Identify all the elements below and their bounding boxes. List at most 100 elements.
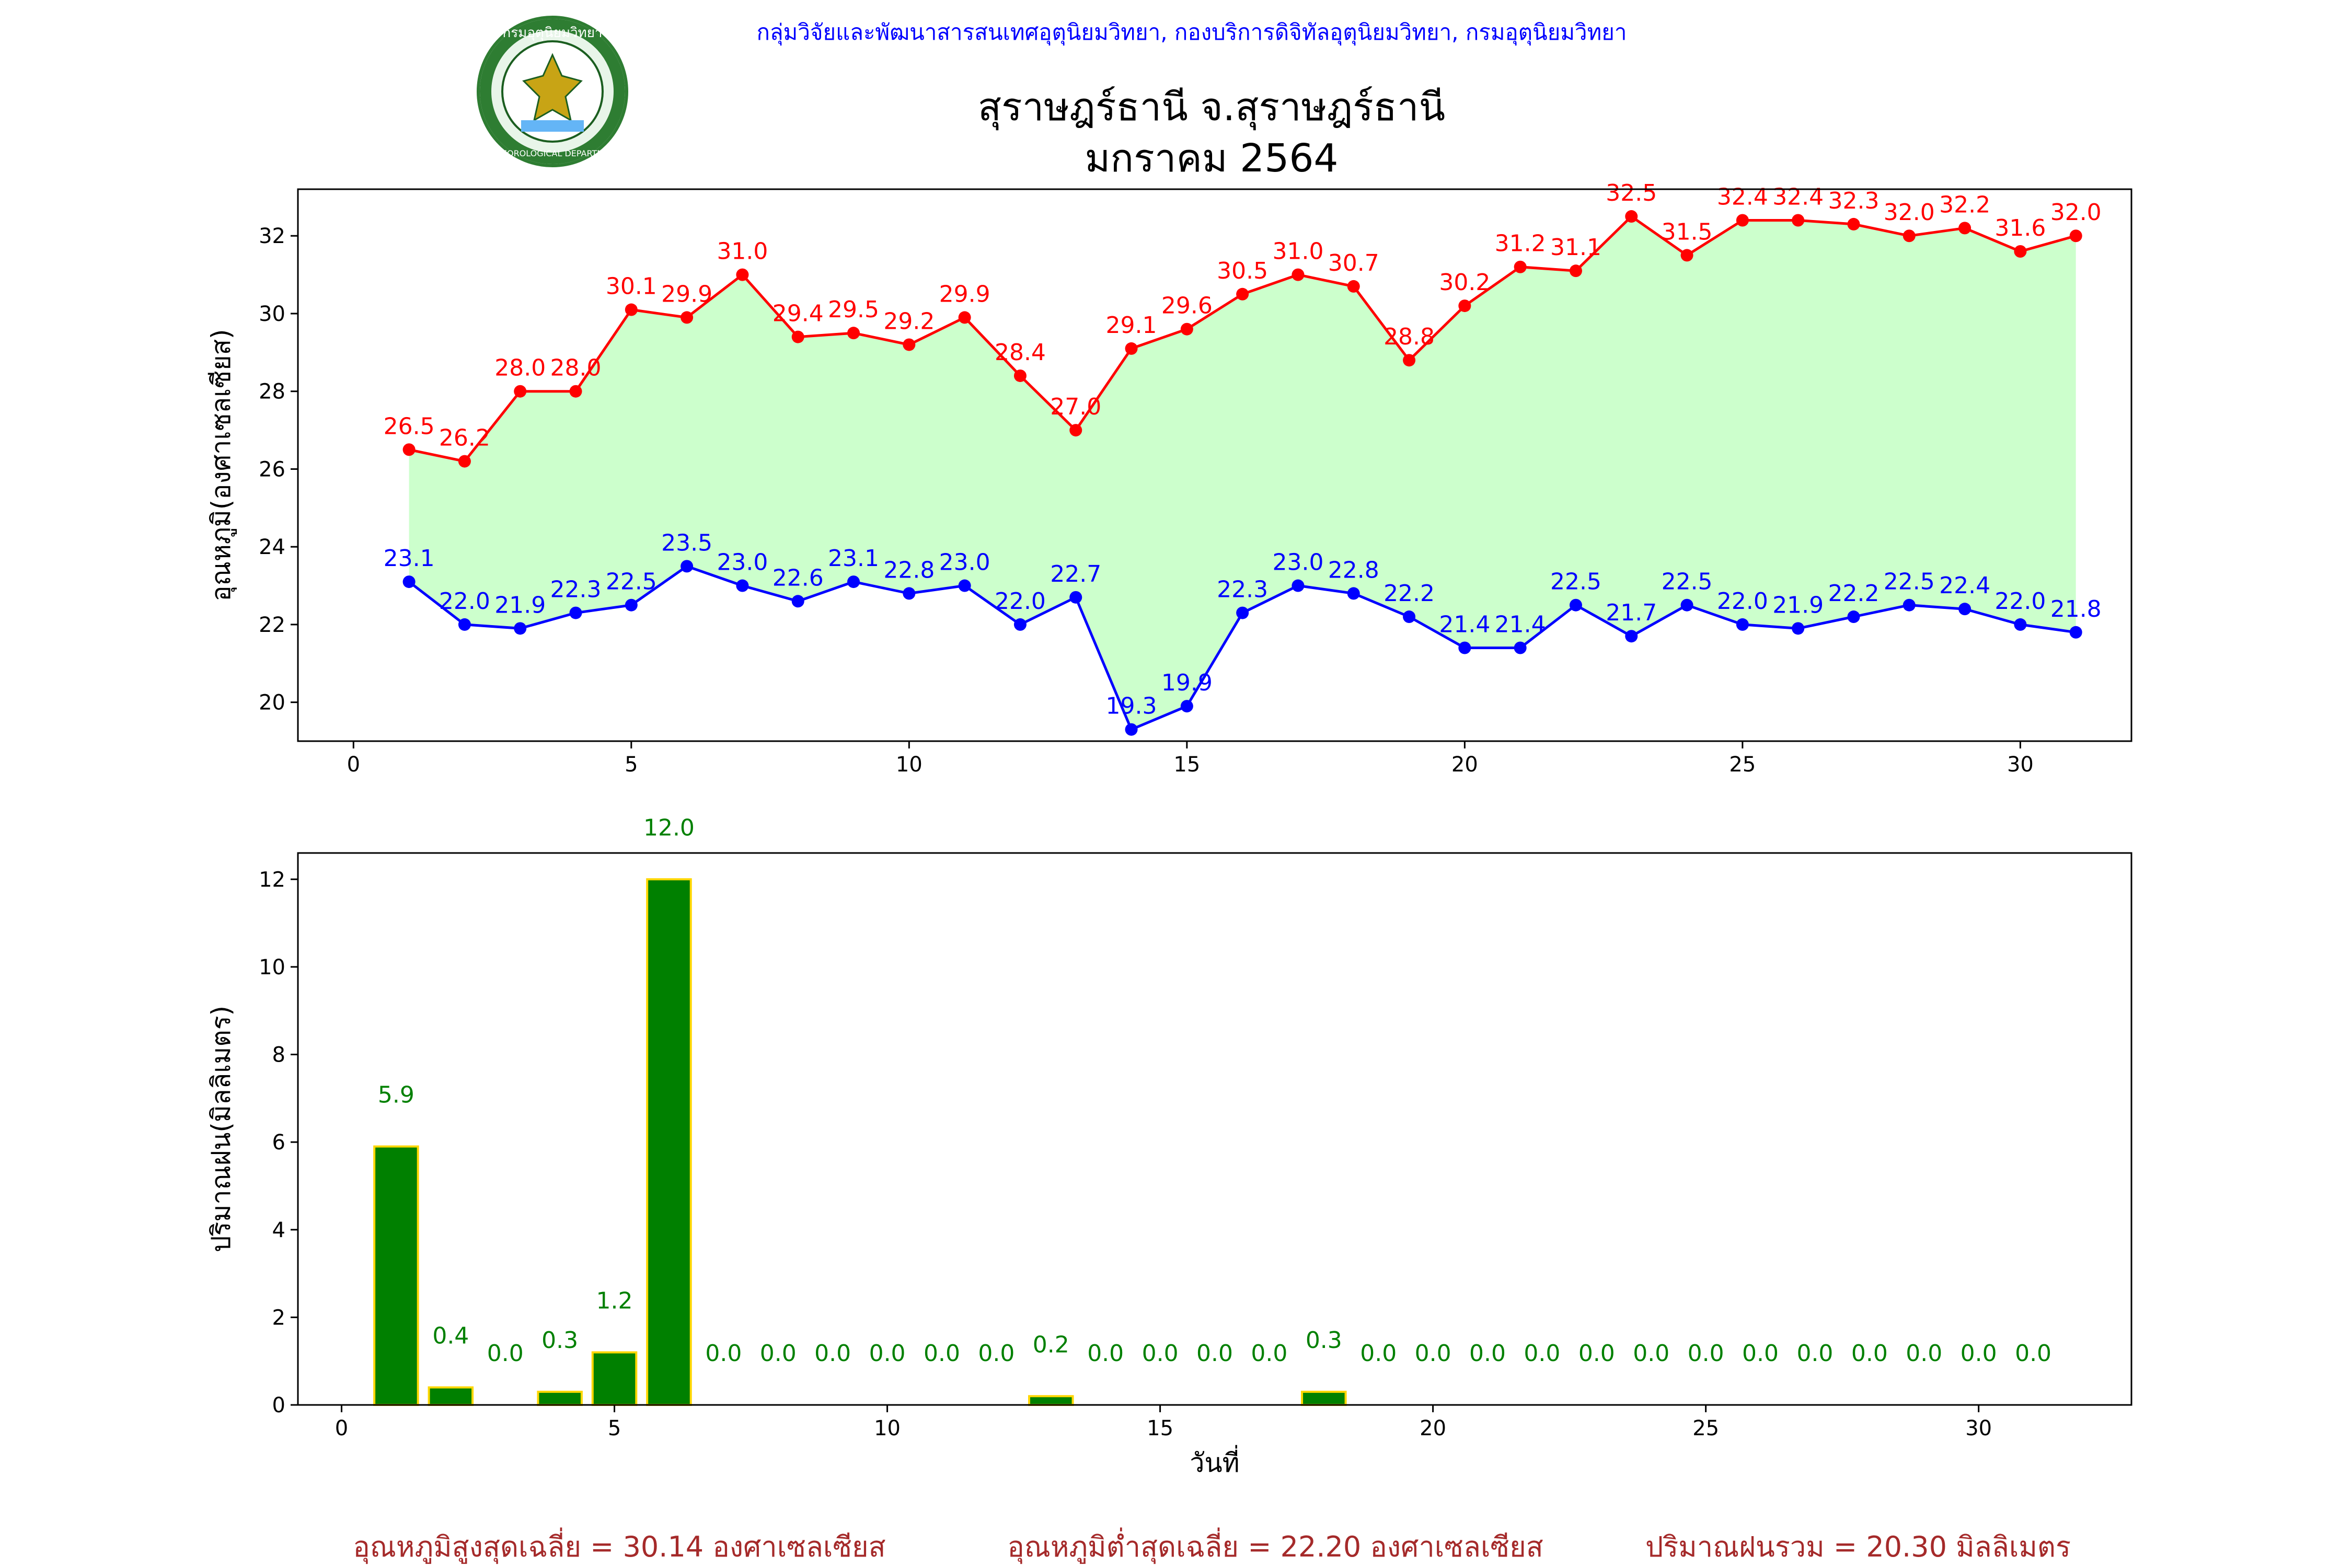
max-temp-point — [2069, 229, 2082, 243]
temperature-axes-frame — [297, 188, 2132, 742]
min-temp-point — [1125, 723, 1138, 736]
max-temp-point — [1514, 260, 1527, 273]
min-temp-point — [1514, 641, 1527, 654]
max-temp-point — [1236, 287, 1249, 301]
min-temp-data-label: 22.0 — [1717, 588, 1768, 615]
min-temp-data-label: 22.0 — [439, 588, 490, 615]
min-temp-point — [569, 606, 582, 619]
rainfall-x-tick-label: 30 — [1965, 1416, 1992, 1440]
min-temp-data-label: 21.8 — [2050, 596, 2102, 622]
min-temp-point — [1013, 618, 1027, 631]
min-temp-data-label: 22.0 — [1994, 588, 2046, 615]
temperature-x-tick-label: 0 — [347, 753, 360, 777]
rain-data-label: 0.4 — [432, 1323, 469, 1350]
max-temp-data-label: 29.9 — [939, 281, 990, 307]
max-temp-data-label: 28.0 — [550, 355, 602, 382]
min-temp-point — [1180, 700, 1193, 713]
credit-line: กลุ่มวิจัยและพัฒนาสารสนเทศอุตุนิยมวิทยา,… — [756, 19, 1627, 46]
footer-max-avg: อุณหภูมิสูงสุดเฉลี่ย = 30.14 องศาเซลเซีย… — [353, 1527, 885, 1564]
rain-data-label: 0.0 — [1524, 1340, 1560, 1367]
max-temp-data-label: 26.5 — [384, 413, 435, 440]
rain-data-label: 12.0 — [643, 814, 695, 841]
min-temp-point — [681, 560, 694, 573]
max-temp-point — [1347, 280, 1360, 293]
max-temp-point — [1069, 424, 1082, 437]
max-temp-data-label: 32.5 — [1606, 180, 1657, 206]
rain-data-label: 0.3 — [1306, 1327, 1342, 1354]
min-temp-point — [736, 579, 749, 592]
max-temp-point — [1569, 264, 1582, 278]
rain-data-label: 0.0 — [1961, 1340, 1997, 1367]
rainfall-y-tick-label: 4 — [272, 1218, 285, 1242]
rainfall-y-tick-label: 12 — [259, 868, 285, 892]
max-temp-data-label: 27.0 — [1050, 394, 1101, 420]
max-temp-data-label: 29.4 — [773, 301, 824, 327]
max-temp-point — [1847, 217, 1860, 230]
footer-rain-total: ปริมาณฝนรวม = 20.30 มิลลิเมตร — [1645, 1530, 2071, 1563]
max-temp-point — [1125, 342, 1138, 355]
logo-text-top: กรมอุตุนิยมวิทยา — [502, 25, 602, 41]
rain-data-label: 0.0 — [1142, 1340, 1179, 1367]
rainfall-y-tick-label: 8 — [272, 1043, 285, 1067]
rainfall-x-tick-label: 25 — [1692, 1416, 1719, 1440]
rain-data-label: 1.2 — [596, 1288, 633, 1315]
rain-bar — [591, 1351, 638, 1406]
min-temp-data-label: 22.3 — [1217, 577, 1268, 603]
max-temp-point — [1180, 322, 1193, 336]
rainfall-panel: 5.9 0.4 0.0 0.3 1.2 12.0 0.0 0.0 0.0 0.0 0.0 0.0 0.2… — [206, 814, 2132, 1478]
min-temp-point — [1792, 622, 1805, 635]
rainfall-x-tick-label: 5 — [608, 1416, 621, 1440]
rain-data-label: 0.0 — [1851, 1340, 1888, 1367]
rain-data-label: 0.0 — [1469, 1340, 1506, 1367]
min-temp-data-label: 23.0 — [939, 549, 990, 576]
rain-data-label: 0.0 — [814, 1340, 851, 1367]
max-temp-data-label: 32.3 — [1828, 188, 1880, 214]
temperature-panel: 26.5 26.228.0 28.030.1 29.931.029.4 29.5 29.2… — [206, 180, 2132, 777]
max-temp-point — [1403, 354, 1416, 367]
min-temp-data-label: 23.5 — [661, 529, 712, 556]
max-temp-data-label: 32.4 — [1772, 183, 1824, 210]
max-temp-data-label: 26.2 — [439, 425, 490, 452]
rainfall-x-tick-label: 20 — [1420, 1416, 1446, 1440]
temperature-range-fill — [409, 216, 2076, 730]
temperature-y-axis-label: อุณหภูมิ(องศาเซลเซียส) — [206, 329, 237, 601]
rainfall-y-tick-label: 0 — [272, 1393, 285, 1417]
min-temp-point — [1403, 610, 1416, 624]
max-temp-point — [958, 311, 971, 324]
max-temp-point — [1458, 299, 1471, 313]
max-temp-data-label: 32.2 — [1939, 191, 1990, 218]
min-temp-data-label: 22.3 — [550, 577, 602, 603]
rain-data-label: 0.0 — [1633, 1340, 1669, 1367]
min-temp-data-label: 23.1 — [384, 545, 435, 572]
max-temp-data-label: 31.2 — [1495, 230, 1546, 257]
rain-bar — [537, 1390, 583, 1406]
chart-title-line2: มกราคม 2564 — [1085, 136, 1338, 181]
min-temp-point — [1625, 630, 1638, 643]
min-temp-point — [1847, 610, 1860, 624]
max-temp-point — [1736, 214, 1749, 227]
min-temp-point — [1292, 579, 1305, 592]
temperature-y-tick-label: 26 — [259, 457, 285, 481]
rain-data-label: 0.0 — [760, 1340, 797, 1367]
rain-data-label: 0.3 — [541, 1327, 578, 1354]
rain-data-label: 5.9 — [378, 1082, 414, 1109]
temperature-y-tick-label: 32 — [259, 224, 285, 248]
max-temp-point — [1958, 222, 1971, 235]
min-temp-data-label: 23.1 — [828, 545, 879, 572]
rainfall-axes-frame — [297, 852, 2132, 1406]
rainfall-y-axis-label: ปริมาณฝน(มิลลิเมตร) — [206, 1006, 236, 1252]
max-temp-data-label: 28.0 — [494, 355, 546, 382]
max-temp-data-label: 31.1 — [1550, 234, 1601, 261]
max-temp-data-label: 31.5 — [1662, 218, 1713, 245]
temperature-y-tick-label: 24 — [259, 535, 285, 559]
min-temp-data-label: 22.0 — [995, 588, 1046, 615]
temperature-x-tick-label: 20 — [1451, 753, 1478, 777]
min-temp-point — [625, 598, 638, 612]
max-temp-data-label: 32.0 — [1884, 199, 1935, 226]
max-temp-data-label: 28.8 — [1383, 324, 1435, 350]
min-temp-data-label: 23.0 — [1272, 549, 1323, 576]
min-temp-point — [847, 575, 860, 589]
rainfall-y-tick-label: 10 — [259, 955, 285, 979]
min-temp-point — [458, 618, 471, 631]
rain-data-label: 0.0 — [487, 1340, 524, 1367]
